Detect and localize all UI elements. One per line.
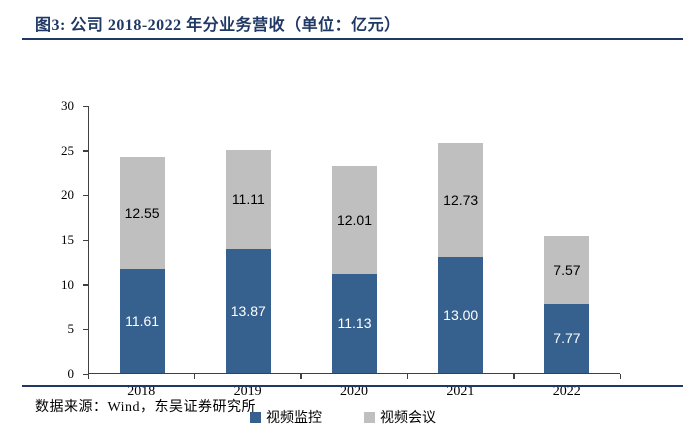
bar-segment-视频会议: 7.57 — [544, 235, 590, 304]
y-axis-tick-label: 25 — [61, 142, 74, 158]
bar-value-label: 12.73 — [443, 192, 479, 209]
y-axis-tick-label: 0 — [67, 366, 75, 381]
x-axis-tick-mark — [619, 374, 621, 379]
y-axis-tick-mark — [83, 194, 88, 197]
category-column-2020: 12.01 11.13 — [301, 106, 407, 373]
y-axis-tick-label: 15 — [61, 232, 74, 247]
source-note: 数据来源：Wind，东吴证券研究所 — [35, 400, 257, 415]
plot-area: 12.55 11.61 11.11 13.87 12.01 11.13 12.73 13.00… — [88, 106, 620, 374]
category-column-2019: 11.11 13.87 — [195, 106, 301, 373]
y-axis-tick-label: 20 — [61, 187, 74, 203]
legend-label: 视频会议 — [380, 411, 436, 426]
y-axis-tick-mark — [83, 105, 88, 107]
bar-stack: 11.11 13.87 — [225, 149, 271, 373]
category-column-2021: 12.73 13.00 — [408, 106, 514, 373]
bar-stack: 12.73 13.00 — [438, 143, 484, 373]
y-axis-tick-mark — [83, 373, 88, 375]
revenue-stacked-bar-chart: 12.55 11.61 11.11 13.87 12.01 11.13 12.73 13.00… — [0, 48, 686, 426]
x-axis-tick-mark — [87, 374, 89, 379]
bar-segment-视频会议: 12.55 — [119, 157, 165, 270]
bar-value-label: 13.00 — [443, 306, 479, 323]
x-axis-tick-mark — [406, 374, 409, 379]
legend-item-视频监控: 视频监控 — [250, 407, 322, 427]
category-column-2018: 12.55 11.61 — [89, 106, 195, 373]
x-axis-label-2022: 2022 — [552, 384, 581, 399]
bar-segment-视频监控: 13.00 — [438, 256, 484, 373]
bar-value-label: 11.13 — [337, 315, 372, 332]
y-axis-tick-mark — [83, 150, 88, 152]
bar-value-label: 12.01 — [336, 211, 373, 228]
bar-segment-视频会议: 11.11 — [225, 149, 271, 250]
bar-value-label: 7.57 — [553, 261, 581, 278]
category-column-2022: 7.57 7.77 — [514, 106, 620, 373]
x-axis-tick-mark — [513, 374, 515, 379]
legend: 视频监控 视频会议 — [0, 407, 686, 427]
bar-stack: 12.01 11.13 — [332, 166, 377, 373]
bar-segment-视频监控: 11.13 — [332, 273, 377, 373]
bar-segment-视频监控: 13.87 — [225, 249, 271, 373]
y-axis-tick-mark — [83, 328, 88, 331]
y-axis-tick-mark — [83, 284, 88, 286]
x-axis-label-2020: 2020 — [340, 384, 368, 399]
x-axis-tick-mark — [193, 374, 196, 379]
x-axis-label-2021: 2021 — [446, 384, 475, 399]
x-axis-tick-mark — [300, 374, 302, 379]
figure-title: 图3: 公司 2018-2022 年分业务营收（单位：亿元） — [35, 17, 401, 34]
legend-swatch-icon — [250, 411, 261, 423]
bar-segment-视频监控: 7.77 — [544, 303, 590, 373]
legend-item-视频会议: 视频会议 — [364, 407, 436, 427]
bar-stack: 7.57 7.77 — [544, 235, 590, 373]
bar-value-label: 13.87 — [230, 303, 266, 320]
bar-value-label: 7.77 — [553, 330, 581, 347]
x-axis-label-2019: 2019 — [233, 384, 262, 399]
bar-value-label: 11.61 — [125, 313, 160, 330]
bar-value-label: 11.11 — [231, 191, 265, 208]
x-axis-label-2018: 2018 — [127, 384, 156, 399]
bar-segment-视频监控: 11.61 — [119, 269, 165, 373]
legend-swatch-icon — [364, 411, 375, 423]
bar-segment-视频会议: 12.01 — [332, 166, 377, 274]
bar-stack: 12.55 11.61 — [119, 157, 165, 373]
bar-value-label: 12.55 — [124, 205, 160, 222]
footer-divider — [22, 385, 683, 387]
y-axis-tick-label: 5 — [67, 321, 75, 337]
y-axis-tick-mark — [83, 239, 88, 241]
legend-label: 视频监控 — [266, 411, 322, 426]
y-axis-tick-label: 30 — [61, 98, 74, 113]
y-axis-tick-label: 10 — [61, 276, 74, 292]
title-divider — [22, 38, 683, 40]
bar-segment-视频会议: 12.73 — [438, 143, 484, 257]
